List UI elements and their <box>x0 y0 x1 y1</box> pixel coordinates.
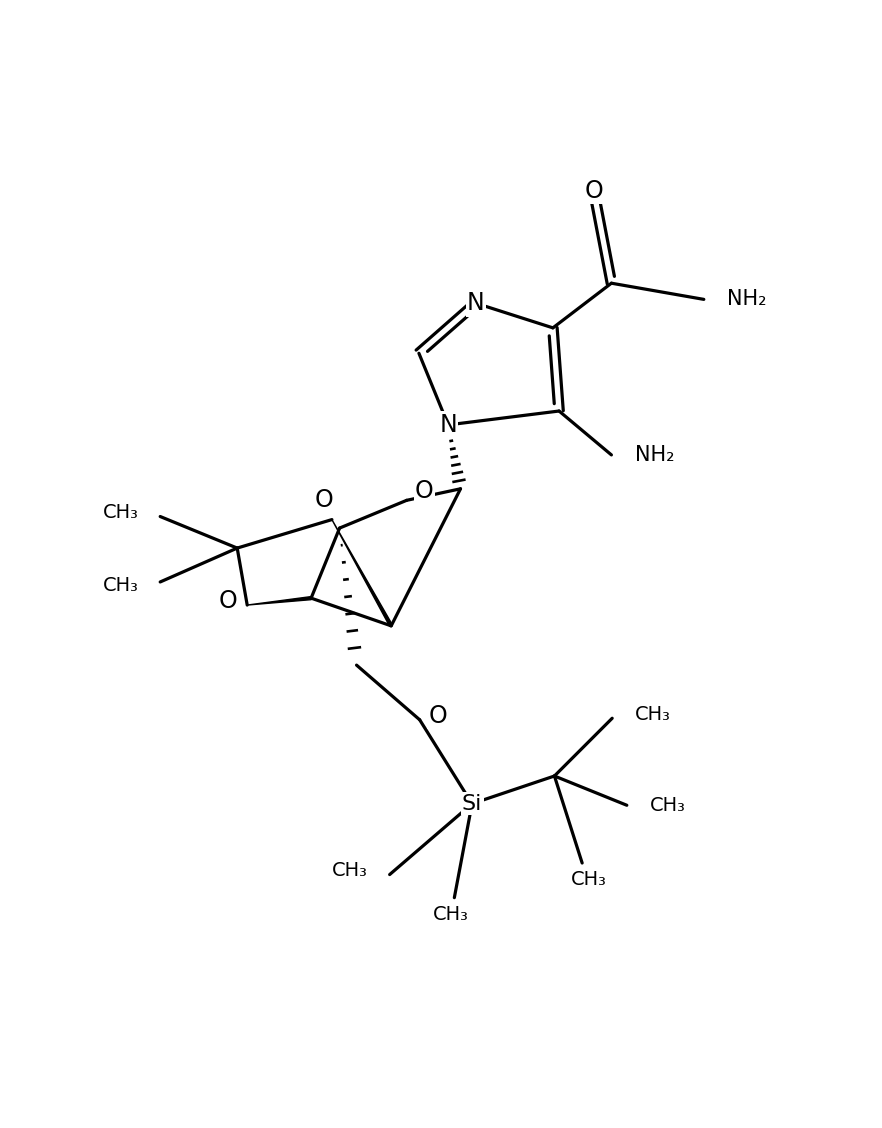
Text: O: O <box>429 704 447 728</box>
Text: O: O <box>415 479 434 503</box>
Text: N: N <box>467 291 485 315</box>
Text: CH₃: CH₃ <box>635 705 671 724</box>
Text: O: O <box>585 179 603 203</box>
Text: N: N <box>439 413 457 437</box>
Polygon shape <box>332 520 392 626</box>
Text: CH₃: CH₃ <box>333 861 368 880</box>
Text: NH₂: NH₂ <box>634 444 674 465</box>
Polygon shape <box>247 597 311 605</box>
Text: CH₃: CH₃ <box>571 871 606 890</box>
Text: CH₃: CH₃ <box>103 576 138 596</box>
Text: Si: Si <box>462 794 482 813</box>
Text: O: O <box>315 488 333 512</box>
Text: NH₂: NH₂ <box>727 290 766 309</box>
Text: O: O <box>219 589 237 614</box>
Text: CH₃: CH₃ <box>650 795 686 814</box>
Text: CH₃: CH₃ <box>432 905 468 924</box>
Text: CH₃: CH₃ <box>103 503 138 522</box>
